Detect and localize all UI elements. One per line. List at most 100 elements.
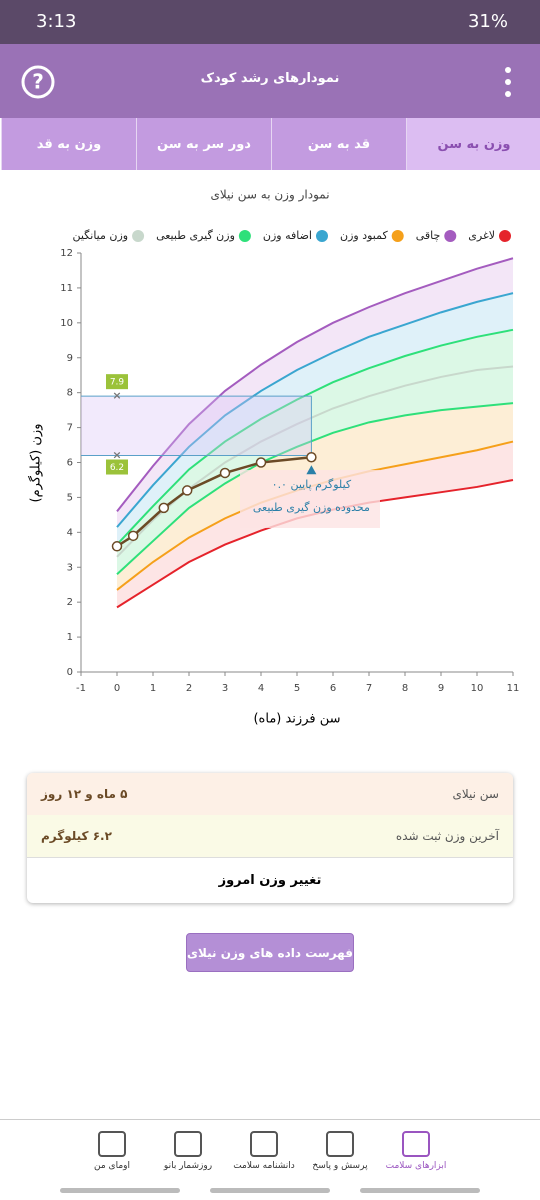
- y-tick-label: 5: [67, 492, 73, 503]
- tab[interactable]: وزن به سن: [406, 118, 540, 170]
- legend-dot: [444, 230, 457, 242]
- tab[interactable]: دور سر به سن: [136, 118, 271, 170]
- row-label: سن نیلای: [452, 787, 499, 801]
- child-point: [219, 467, 231, 479]
- legend-label: کمبود وزن: [340, 229, 388, 242]
- gesture: [360, 1188, 480, 1193]
- divider: [0, 1119, 540, 1120]
- band: [117, 403, 513, 590]
- legend-label: اضافه وزن: [263, 229, 312, 242]
- y-tick-label: 2: [67, 597, 73, 608]
- nav-icon[interactable]: [322, 1124, 358, 1160]
- nav-icon[interactable]: [398, 1124, 434, 1160]
- range-tag: [106, 459, 128, 475]
- x-tick-label: 9: [438, 683, 444, 694]
- range-tag: [106, 374, 128, 390]
- band: [117, 366, 513, 575]
- change-weight[interactable]: تغییر وزن امروز: [218, 872, 322, 888]
- curve: [116, 402, 514, 575]
- chart-title: نمودار وزن به سن نیلای: [210, 188, 329, 203]
- list-button[interactable]: فهرست داده های وزن نیلای: [186, 933, 354, 972]
- card-row: آخرین وزن ثبت شده ۶.۲ کیلوگرم: [27, 815, 513, 858]
- y-tick-label: 3: [67, 562, 73, 573]
- card-row: سن نیلای ۵ ماه و ۱۲ روز: [27, 773, 513, 816]
- band: [117, 258, 513, 528]
- nav-icon[interactable]: [170, 1124, 206, 1160]
- x-tick-label: 0: [114, 683, 120, 694]
- y-tick-label: 10: [60, 318, 73, 329]
- x-tick-label: 3: [222, 683, 228, 694]
- curve: [116, 292, 514, 528]
- tab[interactable]: وزن به قد: [1, 118, 136, 170]
- y-tick-label: 1: [67, 632, 73, 643]
- y-tick-label: 8: [67, 388, 73, 399]
- nav-label: ابزارهای سلامت: [385, 1161, 447, 1171]
- child-point: [158, 502, 170, 514]
- menu-icon[interactable]: [502, 64, 514, 100]
- child-point: [111, 541, 123, 552]
- y-tick-label: 6: [67, 458, 73, 469]
- y-axis-label: وزن (کیلوگرم): [28, 424, 44, 503]
- info-card: سن نیلای ۵ ماه و ۱۲ روز آخرین وزن ثبت شده…: [27, 773, 513, 903]
- x-tick-label: 4: [258, 683, 264, 694]
- legend-label: لاغری: [468, 229, 495, 242]
- annotation: ۰.۰ کیلوگرم پایین: [272, 478, 352, 491]
- x-tick-label: 5: [294, 683, 300, 694]
- y-tick-label: 0: [67, 667, 73, 678]
- tab[interactable]: قد به سن: [271, 118, 406, 170]
- nav-icon[interactable]: [94, 1124, 130, 1160]
- help-icon[interactable]: ?: [20, 64, 56, 100]
- row-label: آخرین وزن ثبت شده: [395, 829, 499, 843]
- legend-dot: [132, 230, 145, 242]
- annotation: محدوده وزن گیری طبیعی: [253, 501, 370, 514]
- svg-text:?: ?: [32, 70, 44, 94]
- range-marker: ×: [112, 389, 121, 402]
- legend-dot: [316, 230, 328, 242]
- range-box: [81, 396, 312, 456]
- x-tick-label: 10: [471, 683, 484, 694]
- range-label: 6.2: [110, 463, 124, 473]
- tooltip-bg: [240, 470, 380, 528]
- x-axis-label: سن فرزند (ماه): [253, 712, 340, 727]
- icon-shape: [174, 1131, 202, 1157]
- range-marker: ×: [112, 449, 121, 462]
- legend-label: وزن گیری طبیعی: [156, 229, 235, 242]
- x-tick-label: 8: [402, 683, 408, 694]
- child-point: [306, 452, 317, 463]
- curve: [116, 328, 514, 546]
- time: 3:13: [36, 11, 77, 32]
- curve: [116, 257, 514, 513]
- chart: نمودار وزن به سن نیلای لاغری چاقی کمبود وزن…: [28, 188, 520, 727]
- row-value: ۵ ماه و ۱۲ روز: [41, 787, 128, 801]
- legend-dot: [499, 230, 511, 242]
- battery: 31%: [467, 11, 508, 32]
- title: نمودارهای رشد کودک: [200, 71, 340, 86]
- child-point: [181, 485, 193, 496]
- band: [117, 293, 513, 545]
- legend-label: چاقی: [416, 229, 441, 242]
- y-tick-label: 11: [60, 283, 73, 294]
- nav-label: روزشمار بانو: [163, 1161, 213, 1171]
- child-point: [255, 457, 267, 468]
- legend-dot: [238, 230, 251, 242]
- x-tick-label: 7: [366, 683, 372, 694]
- pointer: [306, 465, 317, 475]
- y-tick-label: 4: [67, 527, 73, 538]
- nav-label: اومای من: [94, 1161, 130, 1171]
- legend-label: وزن میانگین: [72, 229, 128, 242]
- nav-icon[interactable]: [246, 1124, 282, 1160]
- gesture: [210, 1188, 330, 1193]
- gesture: [60, 1188, 180, 1193]
- nav-label: پرسش و پاسخ: [312, 1161, 368, 1171]
- icon-shape: [98, 1131, 126, 1157]
- child-point: [127, 530, 139, 542]
- icon-shape: [250, 1131, 278, 1157]
- x-tick-label: 1: [150, 683, 156, 694]
- range-label: 7.9: [110, 378, 125, 388]
- status-bar: 3:13 31%: [0, 0, 540, 44]
- y-tick-label: 12: [60, 248, 73, 259]
- icon-shape: [402, 1131, 430, 1157]
- x-tick-label: 6: [330, 683, 336, 694]
- x-tick-label: -1: [76, 683, 86, 694]
